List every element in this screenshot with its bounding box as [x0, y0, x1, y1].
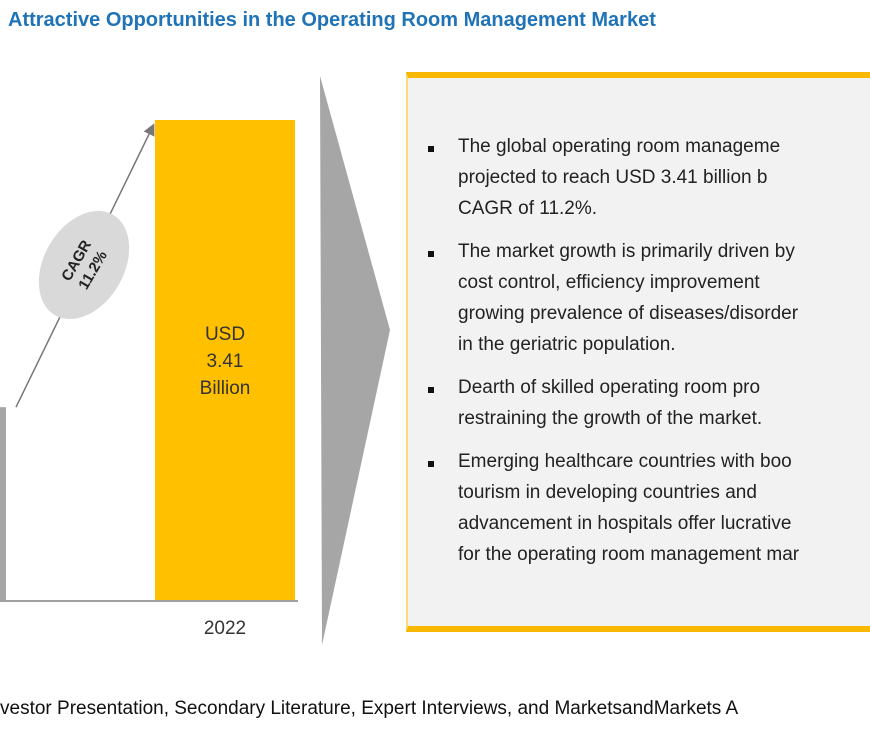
bullet-text-line: in the geriatric population.: [458, 334, 676, 355]
bullet-icon: [428, 146, 434, 152]
chevron-arrow: [320, 76, 390, 645]
bar-2022: [155, 120, 295, 600]
bar-label-line1: USD: [205, 324, 245, 345]
bullet-text-line: advancement in hospitals offer lucrative: [458, 513, 792, 534]
bar-label-line3: Billion: [200, 378, 251, 399]
highlights-box: The global operating room manageme projec…: [406, 72, 870, 632]
bullet-icon: [428, 387, 434, 393]
bullet-text-line: restraining the growth of the market.: [458, 408, 763, 429]
bullet-text-line: Emerging healthcare countries with boo: [458, 451, 792, 472]
bullet-text-line: tourism in developing countries and: [458, 482, 757, 503]
bar-label-line2: 3.41: [207, 351, 244, 372]
bullet-icon: [428, 251, 434, 257]
bullet-text-line: The global operating room manageme: [458, 136, 781, 157]
bar-base-year: [0, 407, 6, 600]
cagr-bubble: CAGR 11.2%: [38, 210, 130, 320]
bullet-text-line: projected to reach USD 3.41 billion b: [458, 167, 768, 188]
bullet-text-line: Dearth of skilled operating room pro: [458, 377, 761, 398]
source-footer: vestor Presentation, Secondary Literatur…: [0, 698, 739, 719]
market-chart: CAGR 11.2% USD 3.41 Billion 2022: [0, 76, 390, 645]
page-title: Attractive Opportunities in the Operatin…: [8, 9, 656, 31]
bullet-icon: [428, 461, 434, 467]
bullet-text-line: The market growth is primarily driven by: [458, 241, 795, 262]
bullet-text-line: for the operating room management mar: [458, 544, 800, 565]
bullet-text-line: CAGR of 11.2%.: [458, 198, 598, 219]
bullet-text-line: growing prevalence of diseases/disorder: [458, 303, 799, 324]
x-tick-2022: 2022: [204, 618, 246, 639]
bullet-text-line: cost control, efficiency improvement: [458, 272, 760, 293]
